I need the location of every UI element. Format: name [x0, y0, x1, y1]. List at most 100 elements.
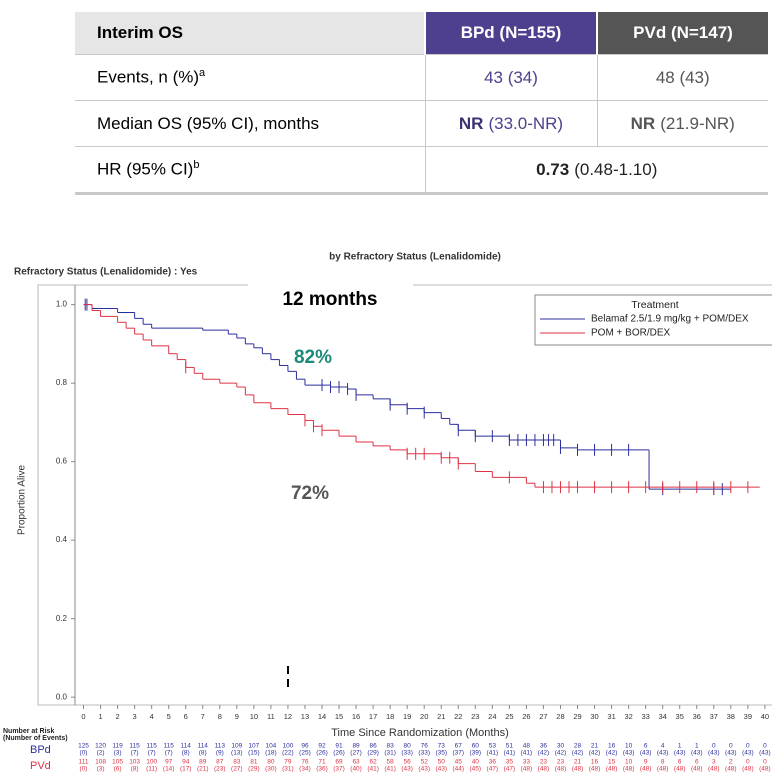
header-cell: Interim OS — [75, 12, 425, 55]
risk-events: (48) — [759, 766, 771, 773]
risk-count: 100 — [146, 759, 157, 766]
risk-count: 53 — [489, 743, 497, 750]
risk-events: (8) — [131, 766, 139, 773]
risk-events: (48) — [538, 766, 550, 773]
legend-title: Treatment — [631, 299, 679, 311]
x-tick-label: 13 — [301, 712, 309, 721]
risk-count: 125 — [78, 743, 89, 750]
risk-count: 96 — [301, 743, 309, 750]
risk-count: 107 — [248, 743, 259, 750]
risk-count: 56 — [404, 759, 412, 766]
risk-events: (42) — [555, 750, 567, 757]
x-tick-label: 8 — [218, 712, 222, 721]
risk-count: 3 — [712, 759, 716, 766]
risk-events: (43) — [674, 750, 686, 757]
risk-count: 109 — [231, 743, 242, 750]
risk-subtitle: (Number of Events) — [3, 735, 68, 742]
risk-events: (44) — [452, 766, 464, 773]
risk-count: 79 — [284, 759, 292, 766]
cell: NR (33.0-NR) — [424, 100, 597, 147]
risk-count: 94 — [182, 759, 190, 766]
risk-events: (27) — [350, 750, 362, 757]
risk-events: (48) — [589, 766, 601, 773]
x-tick-label: 29 — [573, 712, 581, 721]
risk-events: (13) — [231, 750, 243, 757]
x-tick-label: 18 — [386, 712, 394, 721]
risk-count: 115 — [164, 743, 175, 750]
value: (21.9-NR) — [660, 113, 735, 133]
risk-events: (7) — [148, 750, 156, 757]
x-tick-label: 15 — [335, 712, 343, 721]
header-row: Interim OS BPd (N=155) PVd (N=147) — [75, 12, 768, 55]
x-tick-label: 24 — [488, 712, 496, 721]
risk-count: 80 — [404, 743, 412, 750]
risk-events: (21) — [197, 766, 209, 773]
risk-title: Number at Risk — [3, 728, 54, 735]
cell: 48 (43) — [596, 54, 768, 101]
risk-events: (41) — [367, 766, 379, 773]
risk-count: 105 — [112, 759, 123, 766]
risk-count: 115 — [129, 743, 140, 750]
risk-events: (33) — [418, 750, 430, 757]
risk-events: (26) — [316, 750, 328, 757]
risk-events: (41) — [487, 750, 499, 757]
risk-count: 6 — [678, 759, 682, 766]
risk-count: 71 — [318, 759, 326, 766]
legend-box — [534, 294, 772, 346]
x-axis-label: Time Since Randomization (Months) — [331, 727, 509, 739]
x-tick-label: 6 — [184, 712, 188, 721]
risk-count: 0 — [712, 743, 716, 750]
risk-count: 10 — [625, 743, 633, 750]
risk-count: 86 — [369, 743, 377, 750]
risk-count: 100 — [282, 743, 293, 750]
x-tick-label: 0 — [81, 712, 85, 721]
risk-events: (43) — [725, 750, 737, 757]
x-tick-label: 3 — [133, 712, 137, 721]
y-tick-label: 0.6 — [56, 457, 68, 466]
x-tick-label: 11 — [267, 712, 275, 721]
y-tick-label: 0.0 — [56, 692, 68, 701]
y-tick-label: 0.2 — [56, 614, 68, 623]
risk-count: 87 — [216, 759, 224, 766]
x-tick-label: 27 — [539, 712, 547, 721]
header-cell: PVd (N=147) — [596, 12, 768, 55]
x-tick-label: 16 — [352, 712, 360, 721]
x-tick-label: 2 — [115, 712, 119, 721]
risk-count: 108 — [95, 759, 106, 766]
risk-count: 69 — [335, 759, 343, 766]
x-tick-label: 22 — [454, 712, 462, 721]
row: HR (95% CI)b 0.73 (0.48-1.10) — [75, 146, 768, 195]
x-tick-label: 28 — [556, 712, 564, 721]
x-tick-label: 40 — [761, 712, 769, 721]
x-tick-label: 37 — [710, 712, 718, 721]
risk-count: 91 — [335, 743, 343, 750]
risk-count: 21 — [591, 743, 599, 750]
risk-count: 0 — [763, 759, 767, 766]
risk-count: 50 — [438, 759, 446, 766]
annotation: 72% — [291, 483, 329, 504]
risk-count: 52 — [421, 759, 429, 766]
risk-count: 76 — [421, 743, 429, 750]
row-label: Median OS (95% CI), months — [75, 100, 425, 147]
risk-events: (25) — [299, 750, 311, 757]
risk-count: 0 — [763, 743, 767, 750]
risk-count: 51 — [506, 743, 514, 750]
row-label: HR (95% CI)b — [75, 146, 425, 195]
risk-events: (26) — [333, 750, 345, 757]
risk-events: (22) — [282, 750, 294, 757]
x-tick-label: 39 — [744, 712, 752, 721]
y-tick-label: 0.8 — [56, 378, 68, 387]
x-tick-label: 35 — [676, 712, 684, 721]
risk-count: 21 — [574, 759, 582, 766]
risk-count: 97 — [165, 759, 173, 766]
x-tick-label: 23 — [471, 712, 479, 721]
risk-events: (43) — [418, 766, 430, 773]
risk-events: (48) — [555, 766, 567, 773]
risk-count: 114 — [198, 743, 209, 750]
risk-count: 83 — [387, 743, 395, 750]
risk-count: 60 — [472, 743, 480, 750]
x-tick-label: 4 — [150, 712, 154, 721]
risk-events: (48) — [640, 766, 652, 773]
risk-events: (48) — [708, 766, 720, 773]
